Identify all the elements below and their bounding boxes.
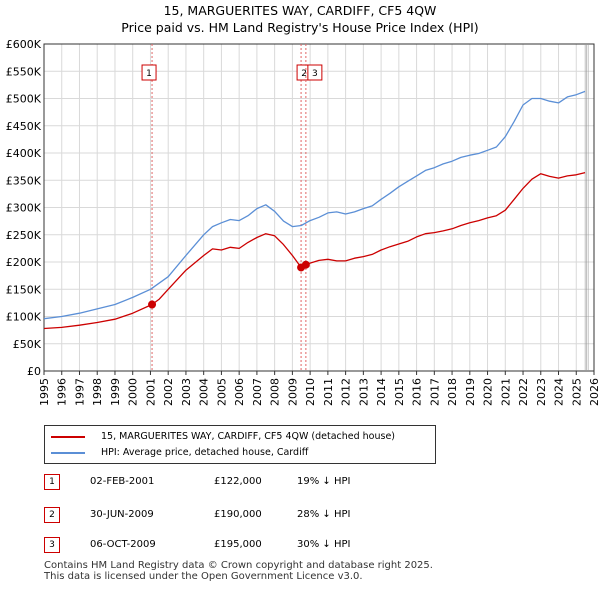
y-tick-label: £500K — [6, 93, 42, 106]
y-tick-label: £200K — [6, 256, 42, 269]
y-tick-label: £250K — [6, 229, 42, 242]
x-tick-label: 2022 — [517, 378, 530, 406]
x-tick-label: 2020 — [482, 378, 495, 406]
legend-label-property: 15, MARGUERITES WAY, CARDIFF, CF5 4QW (d… — [101, 431, 396, 442]
x-tick-label: 2010 — [304, 378, 317, 406]
x-tick-label: 2015 — [393, 378, 406, 406]
transaction-marker-box — [307, 64, 323, 81]
transaction-number: 2 — [44, 507, 60, 523]
transaction-price: £122,000 — [214, 476, 262, 487]
table-row: 1 02-FEB-2001 £122,000 19% ↓ HPI — [44, 472, 600, 492]
transaction-number: 1 — [44, 474, 60, 490]
tick-labels: £0 £50K £100K £150K £200K £250K £300K £350K £400… — [6, 38, 600, 406]
x-tick-label: 2016 — [411, 378, 424, 406]
x-tick-label: 2017 — [428, 378, 441, 406]
table-row: 2 30-JUN-2009 £190,000 28% ↓ HPI — [44, 505, 600, 525]
chart-series — [43, 90, 586, 330]
y-tick-label: £300K — [6, 202, 42, 215]
x-tick-label: 1997 — [73, 378, 86, 406]
x-tick-label: 2007 — [251, 378, 264, 406]
y-tick-label: £600K — [6, 38, 42, 51]
x-tick-label: 2000 — [127, 378, 140, 406]
transaction-date: 02-FEB-2001 — [90, 476, 155, 487]
x-tick-label: 2023 — [535, 378, 548, 406]
x-tick-label: 2018 — [446, 378, 459, 406]
transaction-hpi: 19% ↓ HPI — [297, 476, 351, 487]
y-tick-label: £150K — [6, 283, 42, 296]
x-tick-label: 2025 — [570, 378, 583, 406]
transaction-point — [301, 260, 310, 269]
legend-swatch-hpi — [51, 452, 85, 454]
transaction-point — [148, 300, 157, 309]
x-tick-label: 2014 — [375, 378, 388, 406]
y-tick-label: £100K — [6, 311, 42, 324]
x-tick-label: 2024 — [553, 378, 566, 406]
plot-border — [43, 43, 595, 372]
legend-swatch-property — [51, 436, 85, 438]
y-tick-label: £400K — [6, 147, 42, 160]
y-tick-label: £50K — [13, 338, 42, 351]
transaction-date: 06-OCT-2009 — [90, 539, 156, 550]
chart-subtitle: Price paid vs. HM Land Registry's House … — [121, 20, 479, 35]
y-tick-label: £350K — [6, 174, 42, 187]
x-tick-label: 2002 — [162, 378, 175, 406]
chart-grid — [43, 43, 595, 372]
transaction-number: 3 — [44, 537, 60, 553]
x-tick-label: 2019 — [464, 378, 477, 406]
x-tick-label: 2009 — [286, 378, 299, 406]
chart-title: 15, MARGUERITES WAY, CARDIFF, CF5 4QW — [163, 3, 437, 18]
table-row: 3 06-OCT-2009 £195,000 30% ↓ HPI — [44, 535, 600, 555]
chart-axes — [43, 43, 595, 375]
transaction-hpi: 30% ↓ HPI — [297, 539, 351, 550]
transaction-marker-label: 3 — [312, 69, 318, 79]
x-tick-label: 1999 — [109, 378, 122, 406]
property-price-line — [43, 171, 586, 330]
x-tick-label: 1995 — [38, 378, 51, 406]
legend-label-hpi: HPI: Average price, detached house, Card… — [101, 447, 309, 458]
x-tick-label: 2011 — [322, 378, 335, 406]
transaction-marker-box — [141, 64, 157, 81]
transaction-price: £195,000 — [214, 539, 262, 550]
transaction-date: 30-JUN-2009 — [90, 509, 154, 520]
x-tick-label: 2021 — [499, 378, 512, 406]
x-tick-label: 1998 — [91, 378, 104, 406]
hpi-line — [43, 90, 586, 320]
transaction-marker-label: 2 — [301, 69, 307, 79]
transaction-marker-label: 1 — [146, 69, 152, 79]
y-tick-label: £450K — [6, 120, 42, 133]
x-tick-label: 2013 — [357, 378, 370, 406]
x-tick-label: 2005 — [215, 378, 228, 406]
transaction-points — [148, 260, 310, 309]
footer-copyright: Contains HM Land Registry data © Crown c… — [44, 560, 433, 571]
x-tick-label: 2003 — [180, 378, 193, 406]
transaction-price: £190,000 — [214, 509, 262, 520]
y-tick-label: £550K — [6, 65, 42, 78]
x-tick-label: 2006 — [233, 378, 246, 406]
transaction-hpi: 28% ↓ HPI — [297, 509, 351, 520]
x-tick-label: 2026 — [588, 378, 600, 406]
x-tick-label: 2012 — [340, 378, 353, 406]
legend: 15, MARGUERITES WAY, CARDIFF, CF5 4QW (d… — [44, 425, 436, 464]
x-tick-label: 1996 — [56, 378, 69, 406]
footer-licence: This data is licensed under the Open Gov… — [44, 571, 363, 582]
x-tick-label: 2001 — [144, 378, 157, 406]
x-tick-label: 2008 — [269, 378, 282, 406]
y-tick-label: £0 — [27, 365, 41, 378]
x-tick-label: 2004 — [198, 378, 211, 406]
